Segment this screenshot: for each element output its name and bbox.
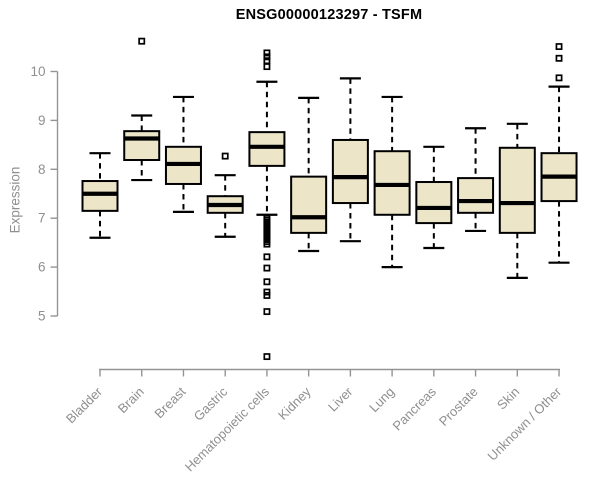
box-pancreas [415,145,453,250]
outlier-point [221,152,229,160]
outlier-point [263,240,271,248]
category-label-lung: Lung [366,384,397,415]
y-tick-label: 6 [38,260,46,275]
outlier-point [263,264,271,272]
chart-title: ENSG00000123297 - TSFM [235,7,423,23]
outlier-point [263,292,271,299]
box-unknown-other [540,43,578,264]
iqr-box [457,177,495,214]
category-label-pancreas: Pancreas [390,384,440,434]
box-breast [164,95,202,213]
box-hematopoietic-cells [248,49,286,361]
box-liver [331,77,369,243]
category-label-unknown-other: Unknown / Other [485,384,565,464]
box-brain [123,37,161,182]
box-gastric [206,152,244,238]
y-tick-label: 7 [38,211,46,226]
category-label-gastric: Gastric [191,384,231,424]
iqr-box [123,130,161,162]
outlier-point [555,74,563,82]
outlier-point [263,253,271,261]
y-tick-label: 10 [30,64,45,79]
outlier-point [555,43,563,51]
y-tick-label: 5 [38,309,46,324]
category-label-breast: Breast [151,384,188,421]
outlier-point [555,54,563,62]
iqr-box [290,175,328,234]
outlier-point [263,278,271,286]
y-tick-label: 8 [38,162,46,177]
box-skin [498,122,536,279]
iqr-box [81,180,119,212]
outlier-point [138,37,146,45]
iqr-box [248,131,286,167]
category-label-brain: Brain [115,384,147,416]
outlier-point [263,353,271,361]
category-label-prostate: Prostate [436,384,481,429]
outlier-point [263,308,271,316]
y-tick-label: 9 [38,113,46,128]
box-lung [373,95,411,269]
y-axis [50,70,59,317]
outlier-point [263,57,271,65]
y-tick-labels: 5 6 7 8 9 10 [30,64,45,324]
box-prostate [457,127,495,233]
outlier-point [263,63,271,71]
iqr-box [498,146,536,234]
box-bladder [81,152,119,239]
x-axis [99,368,561,377]
category-label-kidney: Kidney [275,384,314,423]
category-label-skin: Skin [494,384,522,412]
outlier-point [263,53,271,61]
iqr-box [415,181,453,225]
category-label-liver: Liver [325,384,356,415]
category-label-bladder: Bladder [63,384,106,427]
iqr-box [331,138,369,205]
outlier-point [263,49,271,57]
box-kidney [290,96,328,253]
